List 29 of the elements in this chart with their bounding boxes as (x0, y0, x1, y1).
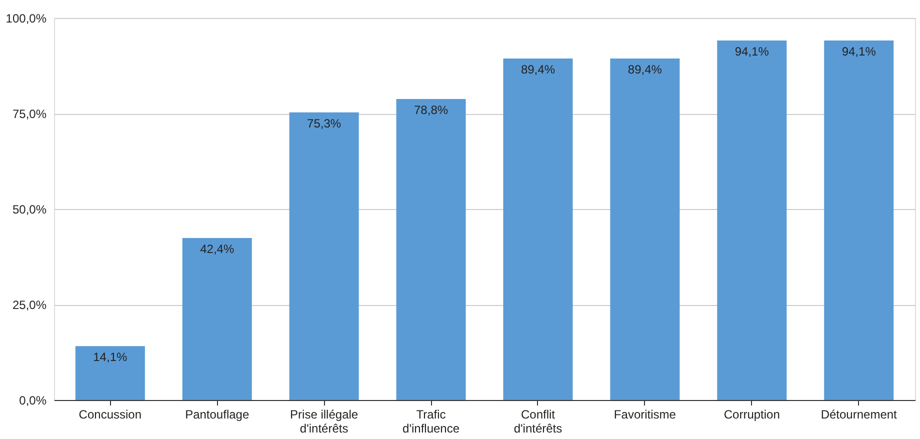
x-tick-label: Trafic d'influence (402, 408, 460, 436)
bar (182, 238, 252, 400)
x-tick-label: Concussion (78, 408, 142, 422)
bar (75, 346, 145, 400)
x-tick-label: Détournement (820, 408, 898, 422)
x-tick-label: Conflit d'intérêts (514, 408, 562, 436)
x-tick-label: Prise illégale d'intérêts (290, 408, 358, 436)
data-label: 94,1% (734, 44, 770, 59)
x-tick-label: Pantouflage (185, 408, 250, 422)
bar (289, 112, 359, 400)
y-tick-label: 25,0% (12, 298, 47, 312)
bar (396, 98, 466, 400)
y-tick-label: 50,0% (12, 202, 47, 216)
x-tick-label: Favoritisme (614, 408, 676, 422)
data-label: 89,4% (628, 62, 662, 76)
bar (824, 40, 894, 400)
data-label: 94,1% (842, 44, 876, 59)
data-label: 14,1% (93, 350, 128, 364)
y-tick-label: 0,0% (19, 394, 47, 408)
data-label: 75,3% (307, 116, 342, 130)
bar (717, 40, 787, 400)
y-tick-label: 75,0% (12, 107, 47, 121)
data-label: 42,4% (200, 242, 234, 256)
x-tick-label: Corruption (724, 408, 780, 422)
data-label: 89,4% (520, 62, 556, 76)
bar (610, 58, 680, 400)
data-label: 78,8% (414, 102, 448, 117)
bar (503, 58, 573, 400)
y-tick-label: 100,0% (6, 12, 47, 26)
